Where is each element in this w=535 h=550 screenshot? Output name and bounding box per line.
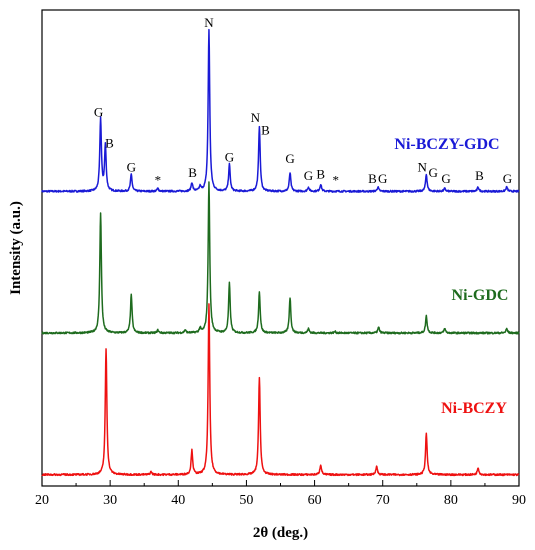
series-layer (41, 28, 520, 477)
peak-label: * (155, 172, 162, 187)
series-label-ni-bczy: Ni-BCZY (441, 400, 507, 417)
peak-label: N (204, 15, 214, 30)
x-axis-title: 2θ (deg.) (253, 525, 308, 541)
peak-label: * (332, 172, 339, 187)
peak-label: G (127, 160, 136, 175)
x-tick-label: 70 (376, 493, 390, 508)
peak-label: G (304, 168, 313, 183)
peak-label: G (428, 165, 437, 180)
series-line-ni-gdc (41, 181, 520, 335)
peak-label: G (94, 104, 103, 119)
y-axis-title: Intensity (a.u.) (8, 201, 24, 295)
peak-label: G (285, 151, 294, 166)
series-line-ni-bczy-gdc (41, 28, 520, 193)
peak-label: G (503, 171, 512, 186)
peak-label: N (418, 160, 428, 175)
x-axis: 20 30 40 50 60 70 80 90 (35, 480, 526, 508)
series-label-ni-bczy-gdc: Ni-BCZY-GDC (394, 136, 499, 153)
x-tick-label: 90 (512, 493, 526, 508)
x-tick-label: 40 (171, 493, 185, 508)
peak-label: B (316, 167, 325, 182)
x-tick-label: 30 (103, 493, 117, 508)
x-tick-label: 50 (239, 493, 253, 508)
peak-label: G (378, 171, 387, 186)
x-tick-label: 20 (35, 493, 49, 508)
series-line-ni-bczy (41, 303, 520, 477)
peak-label: B (188, 165, 197, 180)
peak-label: B (261, 123, 270, 138)
peak-label: B (475, 168, 484, 183)
peak-label: N (251, 110, 261, 125)
peak-label: G (225, 150, 234, 165)
peak-label: G (441, 171, 450, 186)
series-label-ni-gdc: Ni-GDC (452, 287, 509, 304)
x-tick-label: 80 (444, 493, 458, 508)
peak-label: B (368, 171, 377, 186)
x-tick-label: 60 (308, 493, 322, 508)
series-labels: Ni-BCZY-GDC Ni-GDC Ni-BCZY (394, 136, 508, 417)
peak-label: B (105, 135, 114, 150)
